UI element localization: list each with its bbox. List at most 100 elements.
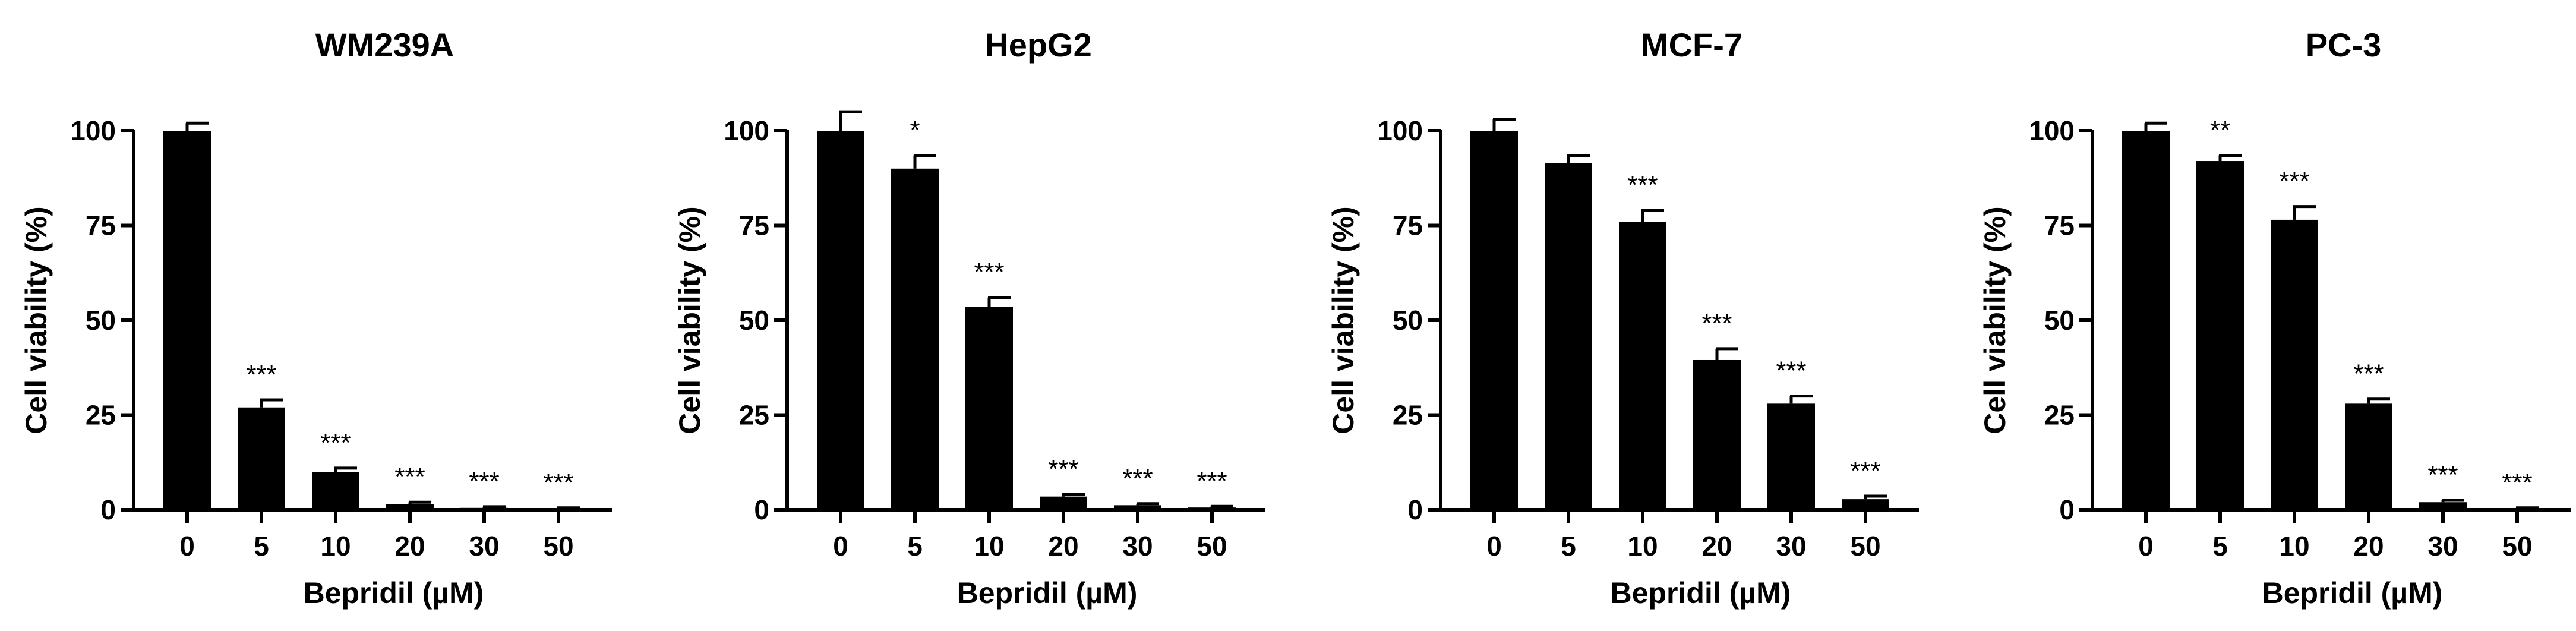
x-tick-label: 10 — [974, 531, 1004, 561]
significance-label: *** — [1701, 309, 1732, 338]
x-tick-label: 30 — [1122, 531, 1153, 561]
x-axis-label: Bepridil (µM) — [2262, 576, 2443, 610]
significance-label: *** — [2427, 460, 2458, 490]
x-tick-label: 20 — [394, 531, 425, 561]
significance-label: ** — [2210, 115, 2230, 144]
significance-label: *** — [974, 258, 1004, 287]
x-tick-label: 0 — [179, 531, 195, 561]
x-tick-label: 0 — [1486, 531, 1502, 561]
x-axis-label: Bepridil (µM) — [1611, 576, 1791, 610]
chart-title: HepG2 — [984, 26, 1092, 64]
y-tick-label: 100 — [2029, 115, 2075, 146]
y-tick-label: 50 — [1393, 305, 1423, 336]
x-axis-label: Bepridil (µM) — [957, 576, 1138, 610]
bar-30 — [1767, 403, 1815, 510]
chart-title: MCF-7 — [1641, 26, 1742, 64]
y-tick-label: 0 — [1407, 494, 1423, 525]
x-tick-label: 30 — [1776, 531, 1806, 561]
y-tick-label: 25 — [1393, 400, 1423, 431]
x-tick-label: 20 — [1048, 531, 1078, 561]
x-tick-label: 5 — [907, 531, 923, 561]
bar-5 — [2196, 161, 2244, 510]
y-axis-label: Cell viability (%) — [1327, 206, 1360, 434]
significance-label: *** — [320, 428, 351, 458]
y-tick-label: 0 — [2059, 494, 2075, 525]
significance-label: *** — [1850, 456, 1880, 485]
significance-label: *** — [1197, 466, 1227, 496]
chart-title: WM239A — [315, 26, 454, 64]
x-tick-label: 10 — [2279, 531, 2309, 561]
y-axis-label: Cell viability (%) — [1978, 206, 2012, 434]
bar-10 — [2271, 219, 2318, 510]
x-tick-label: 50 — [1197, 531, 1227, 561]
significance-label: *** — [246, 360, 276, 389]
significance-label: *** — [1122, 464, 1153, 493]
bar-5 — [891, 168, 939, 510]
bar-30 — [2419, 502, 2467, 510]
y-tick-label: 100 — [724, 115, 769, 146]
significance-label: *** — [1776, 356, 1806, 386]
bar-20 — [1693, 359, 1741, 510]
bar-10 — [1619, 222, 1666, 510]
y-tick-label: 50 — [2044, 305, 2075, 336]
bar-5 — [238, 407, 285, 510]
y-tick-label: 0 — [754, 494, 769, 525]
x-tick-label: 50 — [543, 531, 573, 561]
x-tick-label: 0 — [833, 531, 848, 561]
x-tick-label: 50 — [1850, 531, 1880, 561]
significance-label: *** — [394, 462, 425, 491]
bar-0 — [817, 131, 864, 510]
y-tick-label: 25 — [2044, 400, 2075, 431]
x-tick-label: 10 — [320, 531, 351, 561]
chart-panel-hepg2: HepG2 0 25 50 75 100 Cell viability (%) 0 5 * 10 **… — [673, 26, 1265, 610]
bar-30 — [1114, 505, 1161, 510]
significance-label: *** — [543, 468, 573, 497]
x-tick-label: 5 — [2212, 531, 2228, 561]
significance-label: * — [910, 115, 920, 144]
y-axis-label: Cell viability (%) — [673, 206, 706, 434]
bar-50 — [1188, 507, 1236, 510]
bar-20 — [1040, 496, 1087, 510]
chart-panel-pc-3: PC-3 0 25 50 75 100 Cell viability (%) 0 5 ** 10 **… — [1978, 26, 2571, 610]
x-tick-label: 20 — [2353, 531, 2384, 561]
x-tick-label: 5 — [1561, 531, 1576, 561]
x-tick-label: 30 — [2427, 531, 2458, 561]
bar-0 — [163, 131, 211, 510]
bar-10 — [312, 472, 359, 510]
y-tick-label: 75 — [2044, 210, 2075, 241]
x-tick-label: 10 — [1627, 531, 1658, 561]
bar-50 — [1842, 499, 1889, 510]
y-axis-label: Cell viability (%) — [20, 206, 53, 434]
y-tick-label: 25 — [739, 400, 769, 431]
bar-20 — [2345, 403, 2392, 510]
y-tick-label: 75 — [739, 210, 769, 241]
y-tick-label: 100 — [70, 115, 116, 146]
y-tick-label: 75 — [1393, 210, 1423, 241]
chart-panel-wm239a: WM239A 0 25 50 75 100 Cell viability (%) 0 5 *** 1… — [20, 26, 612, 610]
chart-panel-mcf-7: MCF-7 0 25 50 75 100 Cell viability (%) 0 5 10 ***… — [1327, 26, 1919, 610]
bar-10 — [965, 307, 1013, 510]
x-axis-label: Bepridil (µM) — [304, 576, 484, 610]
bar-5 — [1545, 163, 1592, 510]
significance-label: *** — [469, 467, 499, 496]
x-tick-label: 5 — [254, 531, 269, 561]
significance-label: *** — [2502, 468, 2532, 497]
y-tick-label: 50 — [739, 305, 769, 336]
significance-label: *** — [1048, 455, 1078, 484]
bar-0 — [2122, 131, 2170, 510]
y-tick-label: 75 — [86, 210, 116, 241]
x-tick-label: 0 — [2138, 531, 2154, 561]
x-tick-label: 20 — [1701, 531, 1732, 561]
significance-label: *** — [2353, 359, 2384, 389]
x-tick-label: 50 — [2502, 531, 2532, 561]
x-tick-label: 30 — [469, 531, 499, 561]
chart-title: PC-3 — [2306, 26, 2382, 64]
y-tick-label: 25 — [86, 400, 116, 431]
bar-20 — [386, 504, 434, 510]
y-tick-label: 0 — [100, 494, 116, 525]
y-tick-label: 100 — [1377, 115, 1423, 146]
bar-0 — [1470, 131, 1518, 510]
y-tick-label: 50 — [86, 305, 116, 336]
significance-label: *** — [1627, 171, 1658, 200]
